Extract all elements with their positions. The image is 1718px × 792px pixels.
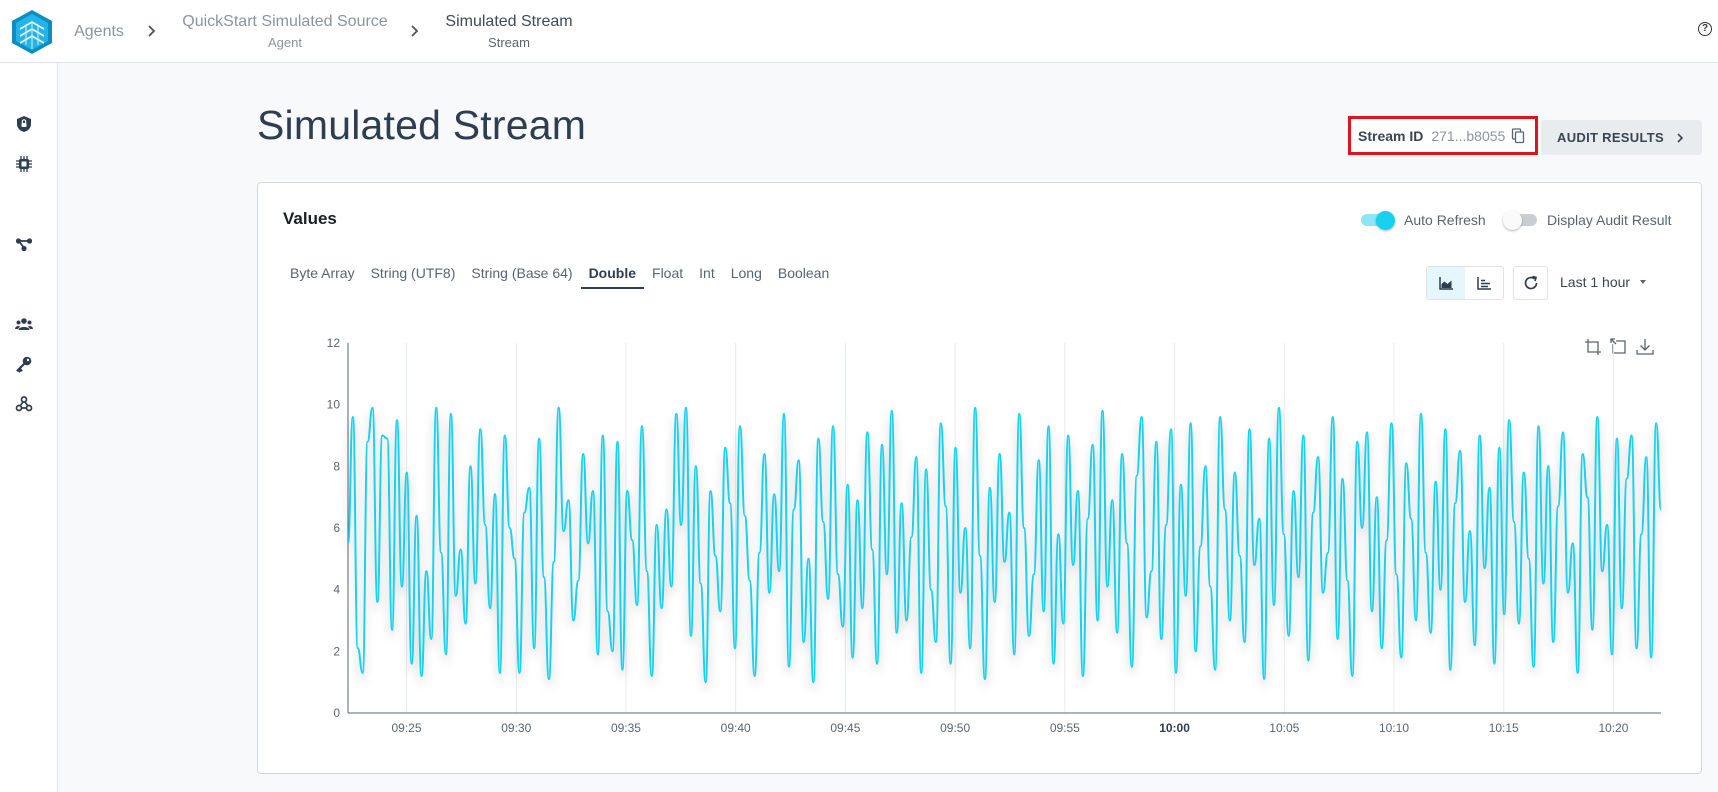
audit-results-label: AUDIT RESULTS — [1557, 130, 1664, 145]
tab-byte-array[interactable]: Byte Array — [290, 265, 355, 281]
display-audit-label: Display Audit Result — [1547, 212, 1672, 228]
y-tick-label: 6 — [333, 521, 340, 535]
shield-icon[interactable] — [15, 115, 33, 133]
y-tick-label: 0 — [333, 706, 340, 720]
x-tick-label: 09:45 — [830, 721, 860, 735]
top-bar: Agents QuickStart Simulated Source Agent… — [0, 0, 1718, 63]
breadcrumb-label: Agents — [74, 22, 124, 40]
bar-chart-icon — [1477, 277, 1491, 290]
users-icon[interactable] — [15, 315, 33, 333]
bar-chart-view-button[interactable] — [1465, 267, 1503, 299]
area-chart-view-button[interactable] — [1427, 267, 1465, 299]
download-icon[interactable] — [1636, 338, 1654, 356]
time-range-select[interactable]: Last 1 hour — [1560, 274, 1647, 290]
tab-string-utf8[interactable]: String (UTF8) — [370, 265, 456, 281]
breadcrumb-agents[interactable]: Agents — [72, 0, 126, 63]
values-card: Values Auto Refresh Display Audit Result… — [257, 182, 1702, 774]
series-line — [347, 406, 1662, 684]
refresh-icon — [1524, 275, 1537, 290]
breadcrumb-stream: Simulated Stream Stream — [440, 0, 578, 63]
caret-down-icon — [1640, 280, 1647, 284]
x-tick-label: 09:35 — [611, 721, 641, 735]
breadcrumb-sublabel: Agent — [268, 35, 302, 50]
help-icon[interactable]: ? — [1698, 22, 1712, 36]
stream-id-label: Stream ID — [1358, 127, 1424, 144]
auto-refresh-label: Auto Refresh — [1404, 212, 1486, 228]
x-tick-label: 09:25 — [392, 721, 422, 735]
tab-boolean[interactable]: Boolean — [777, 265, 830, 281]
tab-float[interactable]: Float — [652, 265, 684, 281]
refresh-button[interactable] — [1513, 266, 1548, 300]
page-title: Simulated Stream — [257, 102, 587, 148]
sidebar — [0, 63, 58, 792]
app-logo-icon[interactable] — [10, 9, 54, 55]
chevron-right-icon — [1677, 132, 1684, 143]
chevron-right-icon — [148, 25, 156, 37]
key-icon[interactable] — [15, 355, 33, 373]
chevron-right-icon — [411, 25, 419, 37]
breadcrumb-label: Simulated Stream — [445, 13, 573, 30]
graph-icon[interactable] — [15, 235, 33, 253]
time-range-value: Last 1 hour — [1560, 274, 1631, 290]
stream-id-value: 271...b8055 — [1431, 127, 1506, 144]
y-tick-label: 8 — [333, 459, 340, 473]
y-tick-label: 12 — [327, 336, 341, 350]
breadcrumb-label: QuickStart Simulated Source — [182, 13, 388, 30]
stream-id-box: Stream ID 271...b8055 — [1348, 116, 1538, 155]
auto-refresh-toggle[interactable] — [1359, 211, 1395, 230]
tab-long[interactable]: Long — [730, 265, 762, 281]
zoom-area-icon[interactable] — [1584, 338, 1602, 356]
x-tick-label: 10:10 — [1379, 721, 1409, 735]
webhook-icon[interactable] — [15, 395, 33, 413]
display-audit-toggle[interactable] — [1503, 211, 1539, 230]
data-type-tabs: Byte Array String (UTF8) String (Base 64… — [282, 265, 837, 289]
tab-double[interactable]: Double — [580, 265, 645, 289]
audit-results-button[interactable]: AUDIT RESULTS — [1541, 120, 1702, 155]
area-chart-icon — [1439, 277, 1453, 290]
x-tick-label: 09:55 — [1050, 721, 1080, 735]
y-tick-label: 4 — [333, 583, 340, 597]
x-tick-label: 09:50 — [940, 721, 970, 735]
x-tick-label: 10:20 — [1598, 721, 1628, 735]
copy-icon[interactable] — [1511, 127, 1525, 144]
zoom-reset-icon[interactable] — [1610, 338, 1628, 356]
card-title: Values — [283, 209, 337, 228]
x-tick-label: 10:00 — [1159, 721, 1190, 735]
x-tick-label: 10:05 — [1269, 721, 1299, 735]
tab-string-base64[interactable]: String (Base 64) — [471, 265, 573, 281]
x-tick-label: 09:30 — [501, 721, 531, 735]
breadcrumb-agent[interactable]: QuickStart Simulated Source Agent — [180, 0, 390, 63]
x-tick-label: 09:40 — [721, 721, 751, 735]
chip-icon[interactable] — [15, 155, 33, 173]
y-tick-label: 2 — [333, 644, 340, 658]
tab-int[interactable]: Int — [699, 265, 715, 281]
y-tick-label: 10 — [327, 398, 341, 412]
x-tick-label: 10:15 — [1489, 721, 1519, 735]
breadcrumb-sublabel: Stream — [488, 35, 530, 50]
chart-view-toggle-group — [1426, 266, 1504, 300]
